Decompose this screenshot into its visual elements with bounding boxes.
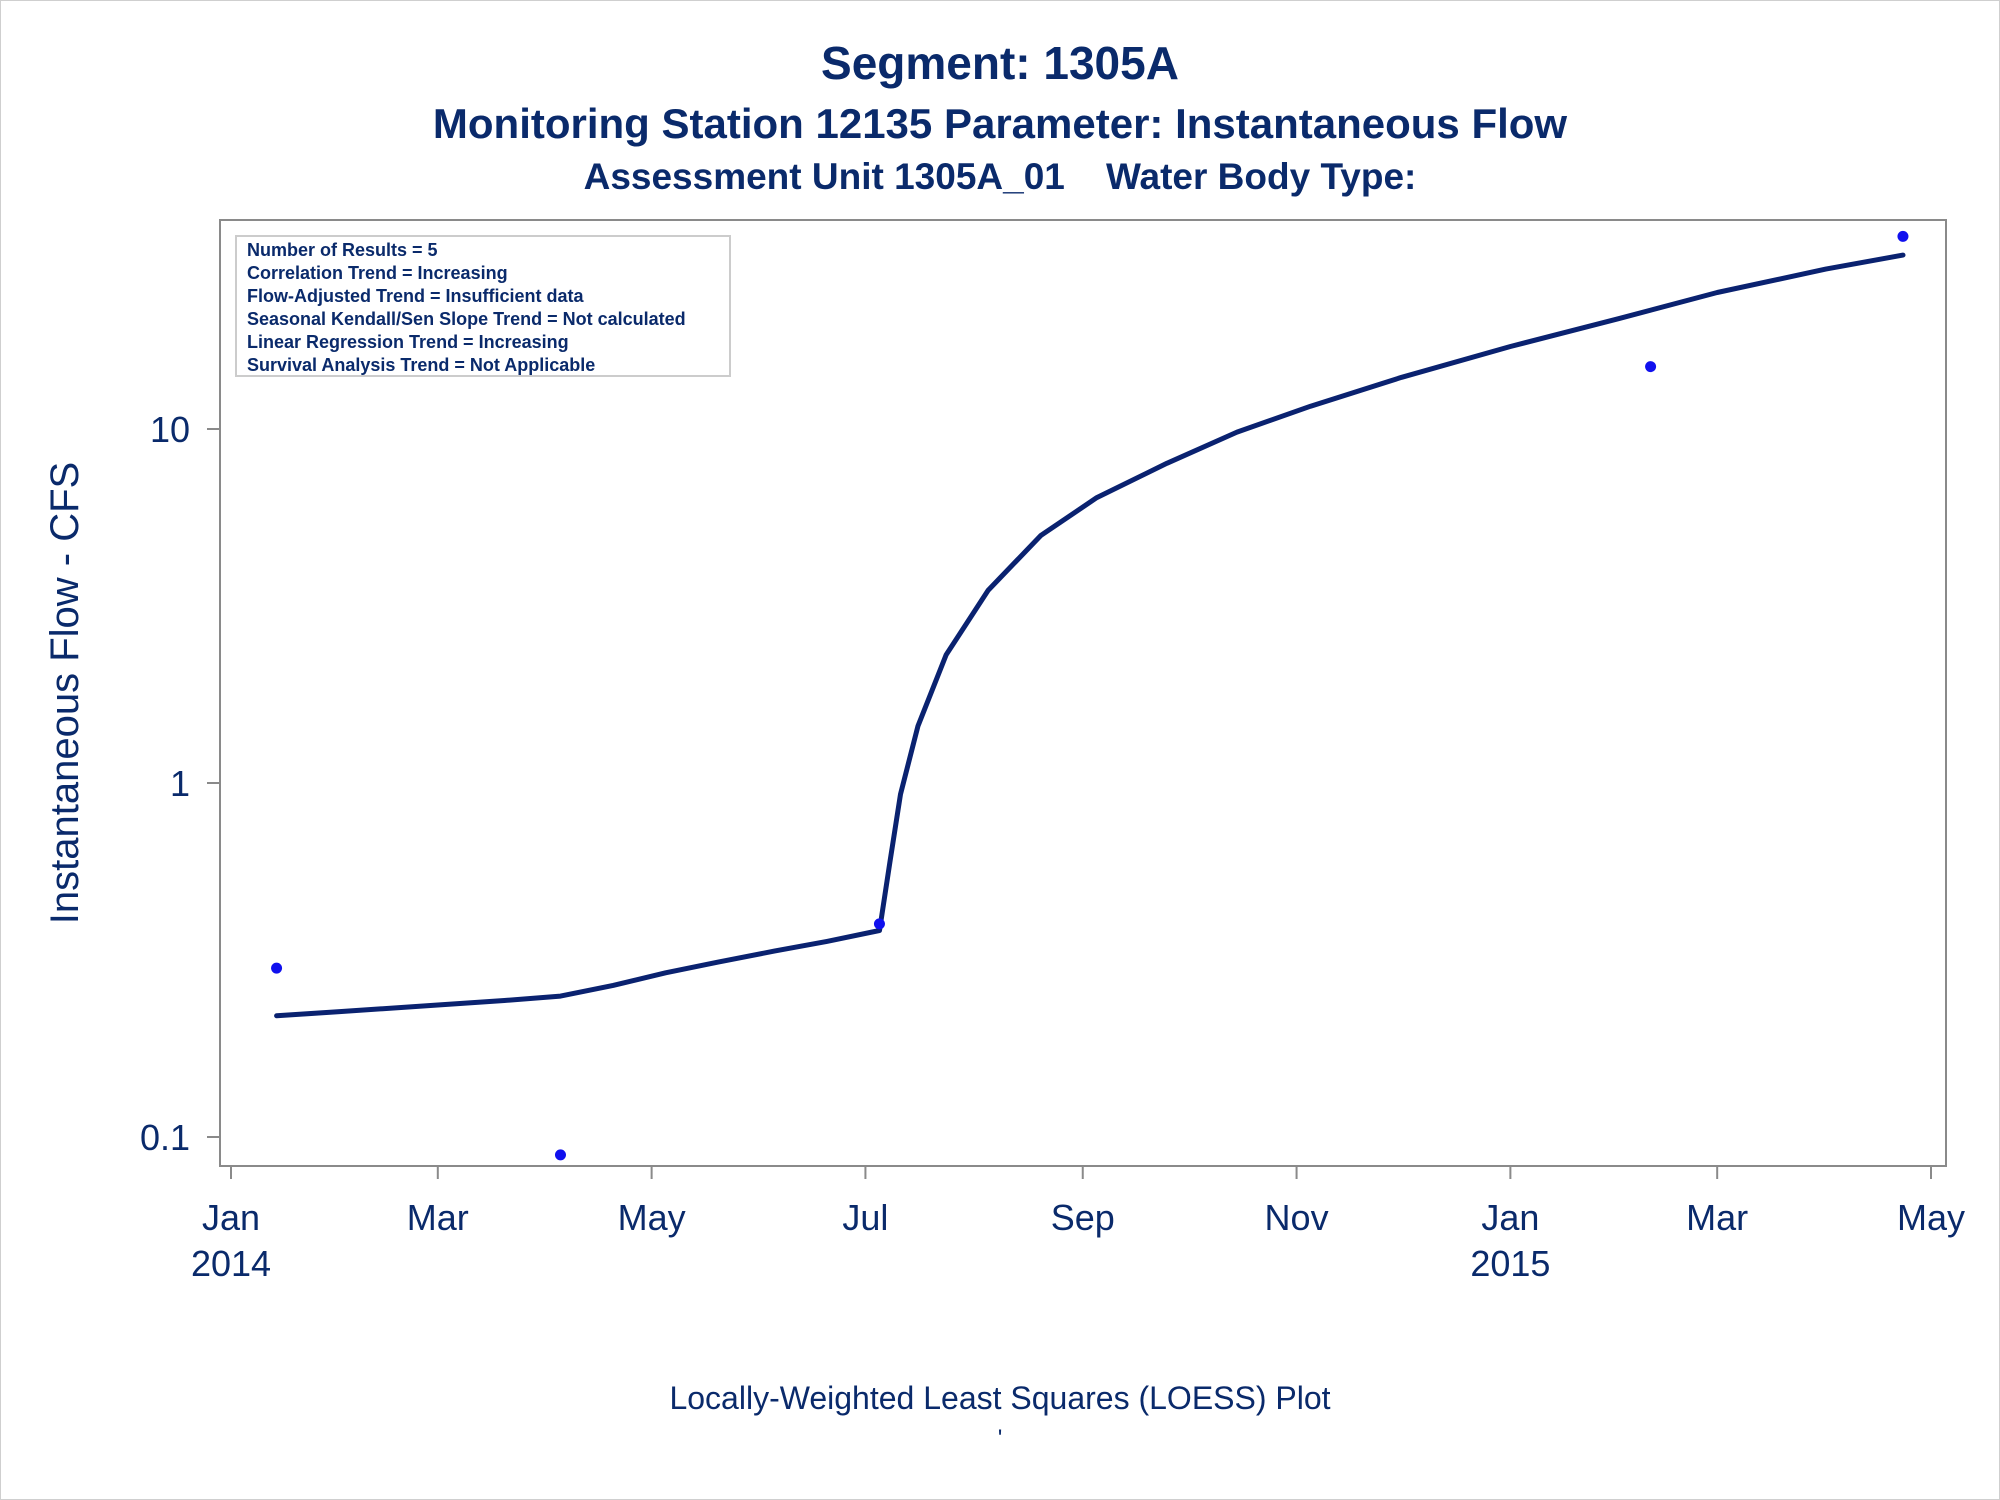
loess-line bbox=[274, 252, 1906, 1019]
trend-annotation-line: Correlation Trend = Increasing bbox=[247, 263, 508, 283]
trend-annotation-line: Number of Results = 5 bbox=[247, 240, 438, 260]
x-tick-year-label: 2014 bbox=[191, 1243, 271, 1284]
data-point bbox=[554, 1149, 566, 1161]
data-point bbox=[873, 918, 885, 930]
y-tick-label: 1 bbox=[170, 763, 190, 804]
x-tick-label: Jul bbox=[842, 1197, 888, 1238]
x-tick-label: Jan bbox=[1481, 1197, 1539, 1238]
trend-annotation-line: Survival Analysis Trend = Not Applicable bbox=[247, 355, 595, 375]
trend-annotation-line: Linear Regression Trend = Increasing bbox=[247, 332, 569, 352]
footnote: Locally-Weighted Least Squares (LOESS) P… bbox=[669, 1380, 1331, 1416]
x-tick-label: Jan bbox=[202, 1197, 260, 1238]
x-tick-year-label: 2015 bbox=[1470, 1243, 1550, 1284]
chart-subtitle-2: Assessment Unit 1305A_01 Water Body Type… bbox=[583, 156, 1417, 197]
data-point bbox=[271, 962, 283, 974]
data-point bbox=[1897, 230, 1909, 242]
trend-legend-box: Number of Results = 5 Correlation Trend =… bbox=[235, 235, 731, 377]
legend-frame bbox=[235, 235, 731, 377]
chart-subtitle: Monitoring Station 12135 Parameter: Inst… bbox=[432, 100, 1568, 147]
chart-title: Segment: 1305A bbox=[821, 37, 1179, 89]
trend-annotation-line: Seasonal Kendall/Sen Slope Trend = Not c… bbox=[247, 309, 686, 329]
axis-ticks: 0.1 1 10 Jan 2014 Mar May Jul Sep Nov Jan 2015 Mar Ma… bbox=[140, 409, 1965, 1284]
y-tick-label: 0.1 bbox=[140, 1117, 190, 1158]
trend-annotations: Number of Results = 5 Correlation Trend =… bbox=[247, 240, 686, 375]
x-tick-label: Mar bbox=[407, 1197, 469, 1238]
y-axis-label: Instantaneous Flow - CFS bbox=[43, 462, 87, 924]
x-tick-label: May bbox=[1897, 1197, 1965, 1238]
x-tick-label: Mar bbox=[1686, 1197, 1748, 1238]
x-tick-label: May bbox=[618, 1197, 686, 1238]
y-tick-label: 10 bbox=[150, 409, 190, 450]
data-points bbox=[271, 230, 1909, 1161]
footnote-mark: ' bbox=[997, 1425, 1003, 1452]
x-tick-label: Nov bbox=[1265, 1197, 1329, 1238]
data-point bbox=[1645, 361, 1657, 373]
trend-annotation-line: Flow-Adjusted Trend = Insufficient data bbox=[247, 286, 585, 306]
x-tick-label: Sep bbox=[1051, 1197, 1115, 1238]
